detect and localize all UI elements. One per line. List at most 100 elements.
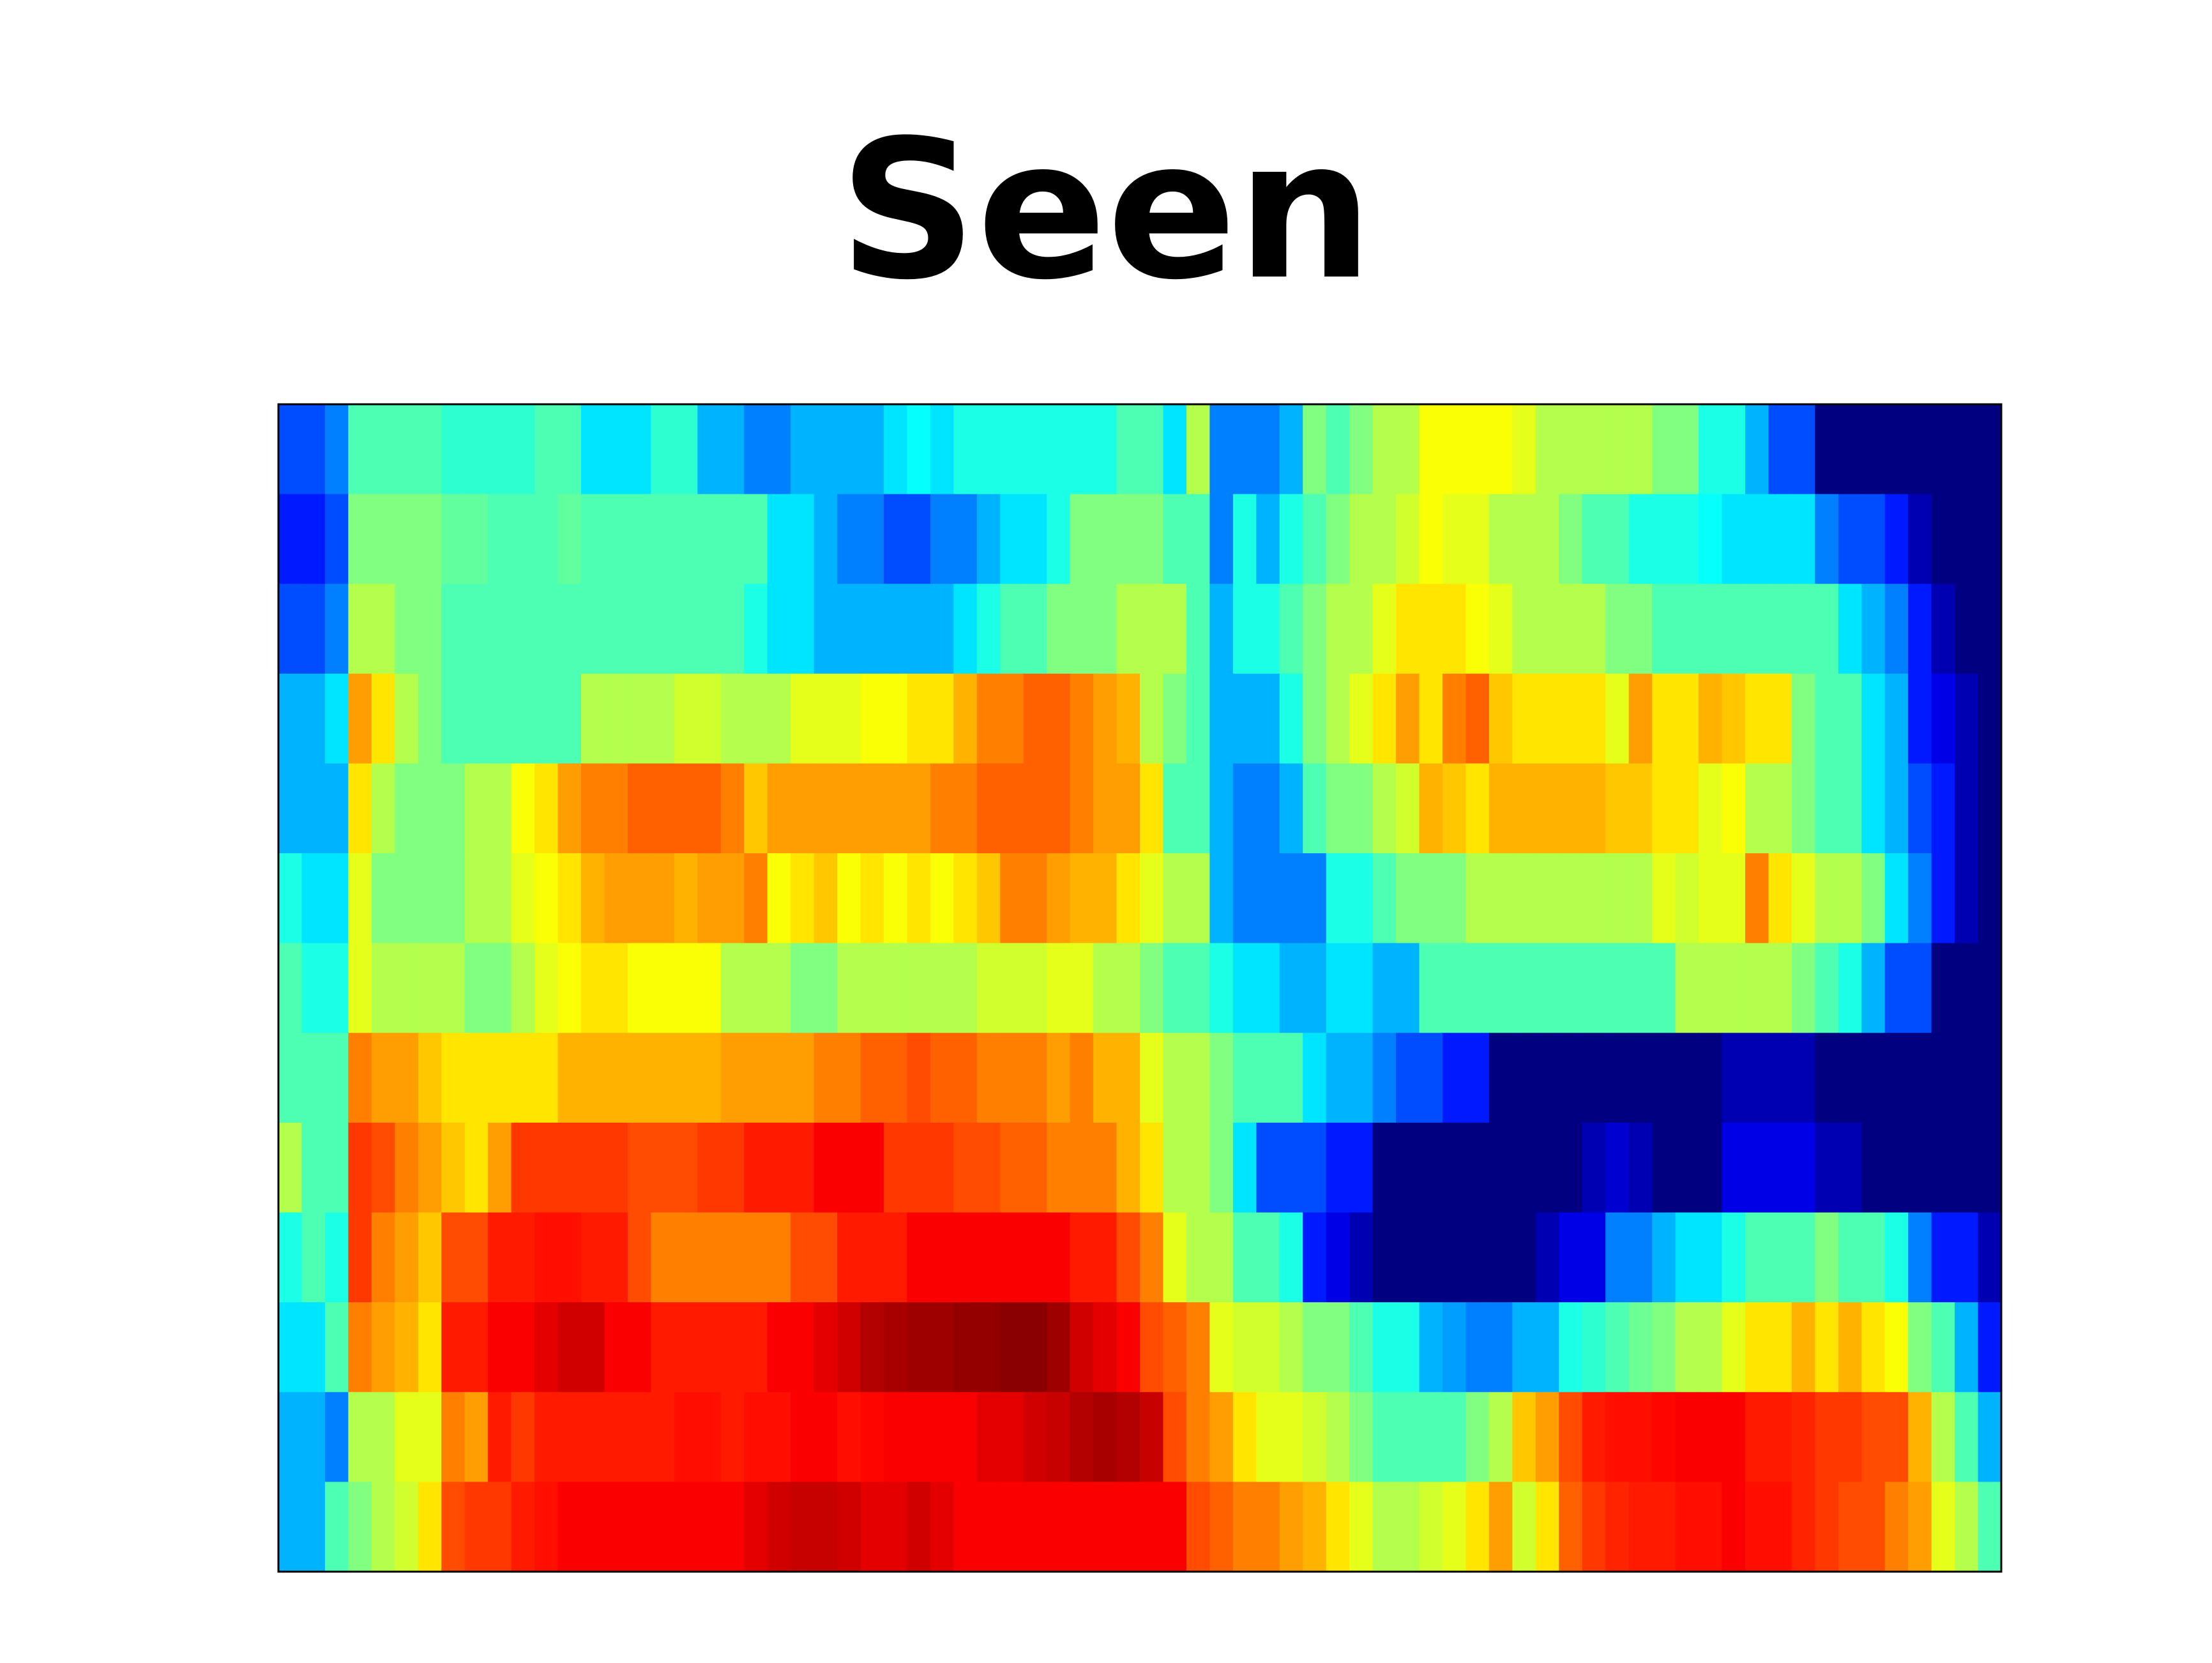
heatmap-cell [1791, 763, 1816, 854]
heatmap-cell [976, 763, 1001, 854]
heatmap-cell [301, 1392, 326, 1483]
heatmap-cell [1303, 1122, 1327, 1213]
heatmap-cell [1140, 1122, 1164, 1213]
heatmap-cell [1070, 1302, 1094, 1393]
heatmap-cell [1070, 1122, 1094, 1213]
heatmap-cell [1186, 853, 1211, 944]
heatmap-cell [1442, 1212, 1467, 1303]
heatmap-cell [441, 1122, 466, 1213]
heatmap-cell [1745, 404, 1769, 495]
heatmap-cell [1232, 404, 1257, 495]
heatmap-cell [651, 1302, 675, 1393]
heatmap-cell [1140, 1392, 1164, 1483]
heatmap-cell [1512, 404, 1536, 495]
heatmap-cell [1303, 1212, 1327, 1303]
heatmap-cell [767, 763, 791, 854]
heatmap-cell [1512, 763, 1536, 854]
heatmap-cell [1186, 1302, 1211, 1393]
heatmap-cell [674, 1122, 699, 1213]
heatmap-cell [1349, 853, 1374, 944]
heatmap-cell [814, 1302, 838, 1393]
heatmap-cell [953, 853, 978, 944]
heatmap-cell [1209, 1302, 1234, 1393]
heatmap-cell [1955, 584, 1979, 674]
heatmap-cell [1232, 494, 1257, 585]
heatmap-cell [1232, 1302, 1257, 1393]
heatmap-cell [814, 1033, 838, 1123]
heatmap-cell [767, 1482, 791, 1572]
heatmap-cell [1605, 1302, 1630, 1393]
heatmap-cell [744, 1482, 768, 1572]
heatmap-cell [1116, 1482, 1140, 1572]
heatmap-cell [697, 404, 722, 495]
heatmap-cell [1489, 853, 1513, 944]
heatmap-cell [814, 494, 838, 585]
heatmap-cell [418, 1302, 443, 1393]
heatmap-cell [1279, 494, 1304, 585]
heatmap-cell [976, 1392, 1001, 1483]
heatmap-cell [1535, 763, 1560, 854]
heatmap-cell [1396, 1122, 1420, 1213]
heatmap-cell [1768, 1212, 1792, 1303]
heatmap-cell [720, 584, 745, 674]
heatmap-cell [1722, 1302, 1746, 1393]
heatmap-cell [1419, 404, 1443, 495]
heatmap-cell [371, 584, 396, 674]
heatmap-cell [744, 584, 768, 674]
heatmap-cell [1000, 494, 1024, 585]
heatmap-cell [627, 584, 652, 674]
heatmap-cell [1582, 1392, 1606, 1483]
heatmap-cell [860, 404, 884, 495]
heatmap-cell [1535, 404, 1560, 495]
heatmap-cell [791, 1482, 815, 1572]
heatmap-cell [1745, 673, 1769, 764]
heatmap-cell [1419, 1122, 1443, 1213]
heatmap-cell [324, 673, 349, 764]
heatmap-cell [930, 584, 955, 674]
heatmap-cell [278, 1212, 303, 1303]
heatmap-cell [1047, 584, 1071, 674]
heatmap-cell [1978, 1122, 2002, 1213]
heatmap-cell [1116, 763, 1140, 854]
heatmap-cell [324, 584, 349, 674]
heatmap-cell [1675, 494, 1699, 585]
heatmap-cell [1349, 943, 1374, 1034]
heatmap-cell [1931, 853, 1955, 944]
heatmap-cell [953, 763, 978, 854]
heatmap-cell [1605, 1033, 1630, 1123]
heatmap-cell [1699, 763, 1723, 854]
heatmap-cell [580, 673, 605, 764]
heatmap-cell [1931, 1482, 1955, 1572]
heatmap-cell [1768, 1033, 1792, 1123]
heatmap-cell [1442, 1122, 1467, 1213]
heatmap-cell [1466, 1122, 1490, 1213]
heatmap-cell [464, 1482, 489, 1572]
heatmap-cell [1861, 1482, 1886, 1572]
heatmap-cell [348, 1033, 372, 1123]
heatmap-cell [395, 673, 419, 764]
heatmap-cell [488, 673, 512, 764]
heatmap-cell [1209, 1482, 1234, 1572]
heatmap-cell [1768, 494, 1792, 585]
heatmap-cell [907, 1482, 931, 1572]
heatmap-cell [1419, 853, 1443, 944]
heatmap-cell [348, 943, 372, 1034]
heatmap-cell [1070, 1212, 1094, 1303]
heatmap-cell [1535, 1122, 1560, 1213]
heatmap-cell [651, 1482, 675, 1572]
heatmap-cell [1232, 1392, 1257, 1483]
heatmap-cell [1396, 584, 1420, 674]
heatmap-cell [1908, 1122, 1932, 1213]
heatmap-cell [1116, 1302, 1140, 1393]
heatmap-cell [860, 1482, 884, 1572]
heatmap-cell [814, 1122, 838, 1213]
heatmap-cell [278, 1122, 303, 1213]
heatmap-cell [1768, 943, 1792, 1034]
heatmap-cell [278, 763, 303, 854]
heatmap-cell [301, 1482, 326, 1572]
heatmap-cell [1512, 853, 1536, 944]
heatmap-cell [1699, 673, 1723, 764]
heatmap-cell [1652, 1122, 1676, 1213]
heatmap-cell [1047, 1482, 1071, 1572]
heatmap-cell [1466, 494, 1490, 585]
